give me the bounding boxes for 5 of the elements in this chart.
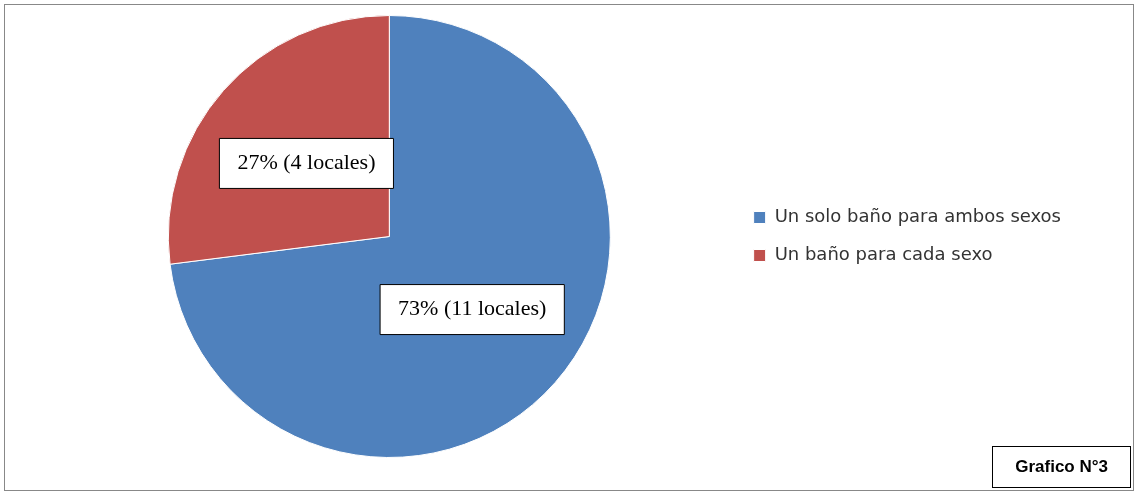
- legend-label: Un solo baño para ambos sexos: [774, 205, 1062, 227]
- text: Grafico N°3: [992, 446, 1131, 488]
- data-label: 27% (4 locales): [237, 149, 376, 175]
- data-label: 73% (11 locales): [398, 295, 547, 321]
- legend-label: Un baño para cada sexo: [774, 243, 993, 265]
